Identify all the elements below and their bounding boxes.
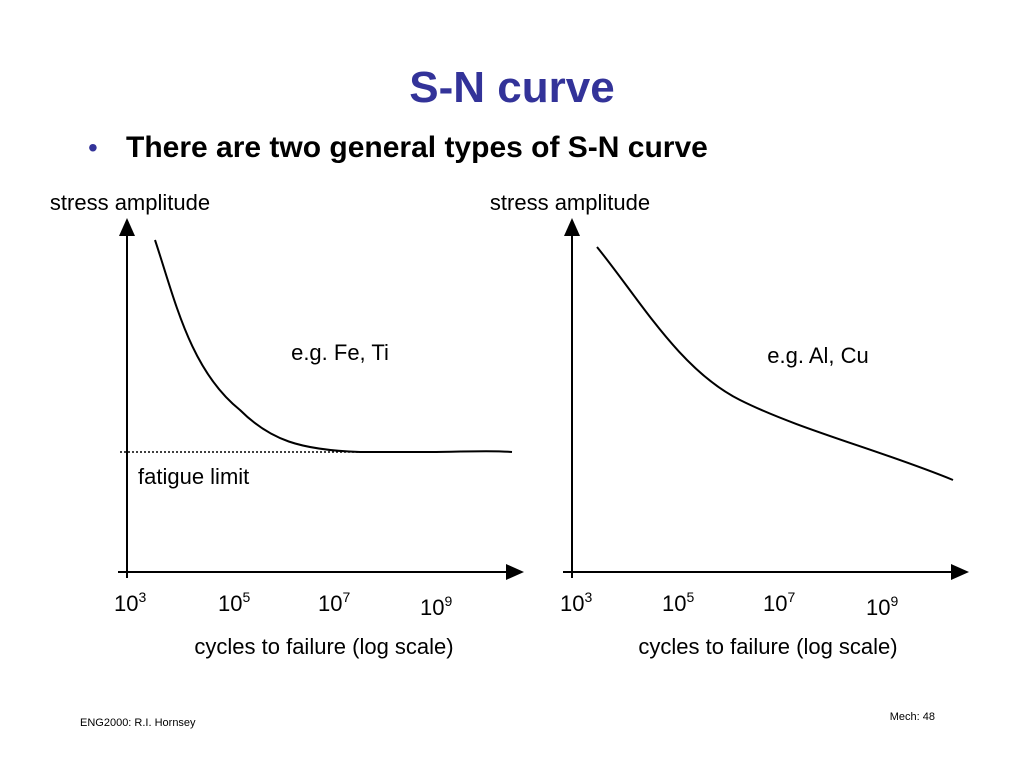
x-axis-label: cycles to failure (log scale) (194, 634, 453, 659)
sn-curve (154, 239, 513, 453)
x-tick-label: 103 (114, 589, 146, 616)
x-tick-label: 107 (763, 589, 795, 616)
bullet-dot: • (88, 132, 98, 163)
y-axis-label: stress amplitude (490, 190, 650, 215)
limit-label: fatigue limit (138, 464, 249, 489)
x-tick-label: 109 (866, 593, 898, 620)
chart-left: stress amplitude e.g. Fe, Ti fatigue lim… (50, 190, 524, 659)
x-tick-label: 109 (420, 593, 452, 620)
bullet-text: There are two general types of S-N curve (126, 131, 708, 164)
x-tick-label: 105 (218, 589, 250, 616)
x-tick-label: 107 (318, 589, 350, 616)
x-tick-label: 105 (662, 589, 694, 616)
annotation: e.g. Fe, Ti (291, 340, 389, 365)
annotation: e.g. Al, Cu (767, 343, 869, 368)
sn-curve (596, 246, 954, 481)
chart-right: stress amplitude e.g. Al, Cu 103 105 107… (490, 190, 969, 659)
x-axis-label: cycles to failure (log scale) (638, 634, 897, 659)
y-axis-label: stress amplitude (50, 190, 210, 215)
footer-right: Mech: 48 (890, 711, 935, 723)
x-tick-label: 103 (560, 589, 592, 616)
slide-title: S-N curve (409, 63, 614, 112)
footer-left: ENG2000: R.I. Hornsey (80, 717, 196, 729)
